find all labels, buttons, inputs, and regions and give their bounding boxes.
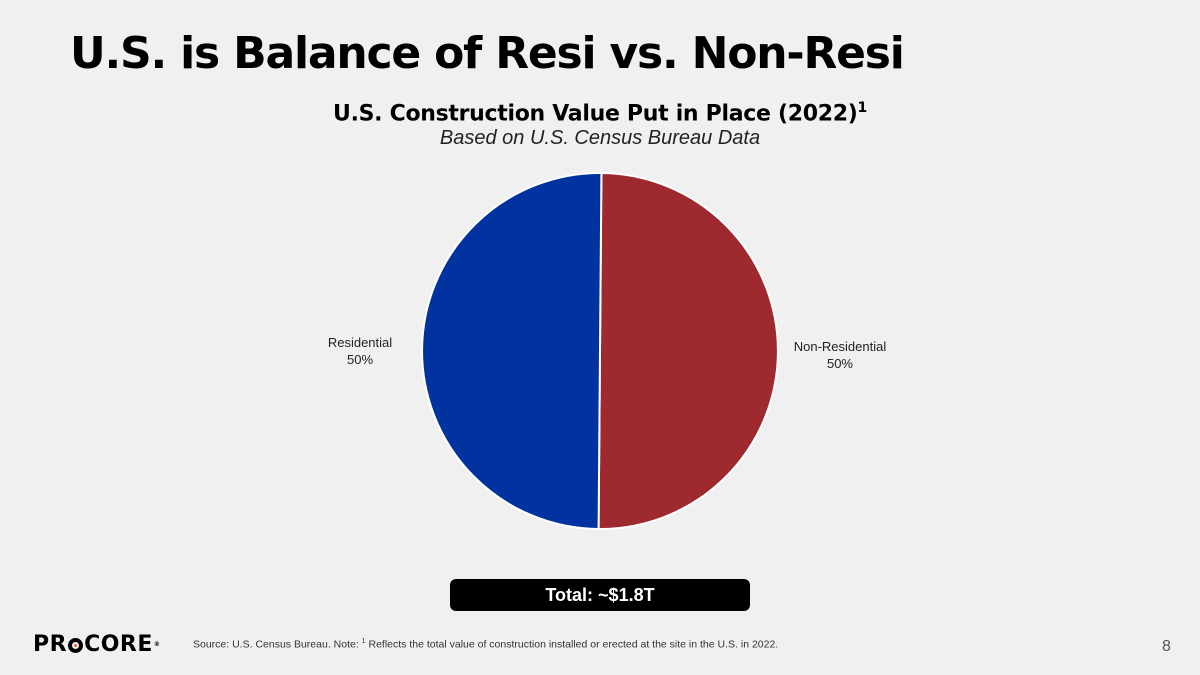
pie-slice-non-residential — [597, 171, 779, 530]
footnote-marker: 1 — [361, 638, 366, 645]
chart-title-footnote-marker: 1 — [857, 100, 868, 116]
footnote-text: Reflects the total value of construction… — [365, 638, 779, 651]
source-footnote: Source: U.S. Census Bureau. Note: 1 Refl… — [193, 638, 778, 651]
slide-title: U.S. is Balance of Resi vs. Non-Resi — [70, 28, 905, 79]
logo-text-end: CORE — [84, 632, 153, 657]
chart-title: U.S. Construction Value Put in Place (20… — [0, 100, 1200, 126]
footnote-prefix: Source: U.S. Census Bureau. Note: — [193, 638, 362, 651]
chart-subtitle: Based on U.S. Census Bureau Data — [439, 127, 761, 149]
chart-title-text: U.S. Construction Value Put in Place (20… — [333, 101, 858, 127]
pie-chart: Non-Residential 50% Residential 50% — [328, 171, 887, 531]
procore-logo: PR CORE ® — [33, 634, 160, 656]
registered-mark-icon: ® — [153, 641, 161, 648]
page-number: 8 — [1162, 638, 1171, 655]
slice-value-non-residential: 50% — [827, 356, 853, 371]
total-badge: Total: ~$1.8T — [450, 579, 750, 611]
total-label: Total: ~$1.8T — [545, 584, 655, 605]
slice-label-non-residential: Non-Residential — [794, 339, 887, 354]
slice-label-residential: Residential — [328, 335, 392, 350]
logo-o-icon — [68, 637, 84, 653]
logo-text-start: PR — [33, 632, 68, 657]
pie-slice-residential — [421, 172, 603, 531]
slice-value-residential: 50% — [347, 352, 373, 367]
